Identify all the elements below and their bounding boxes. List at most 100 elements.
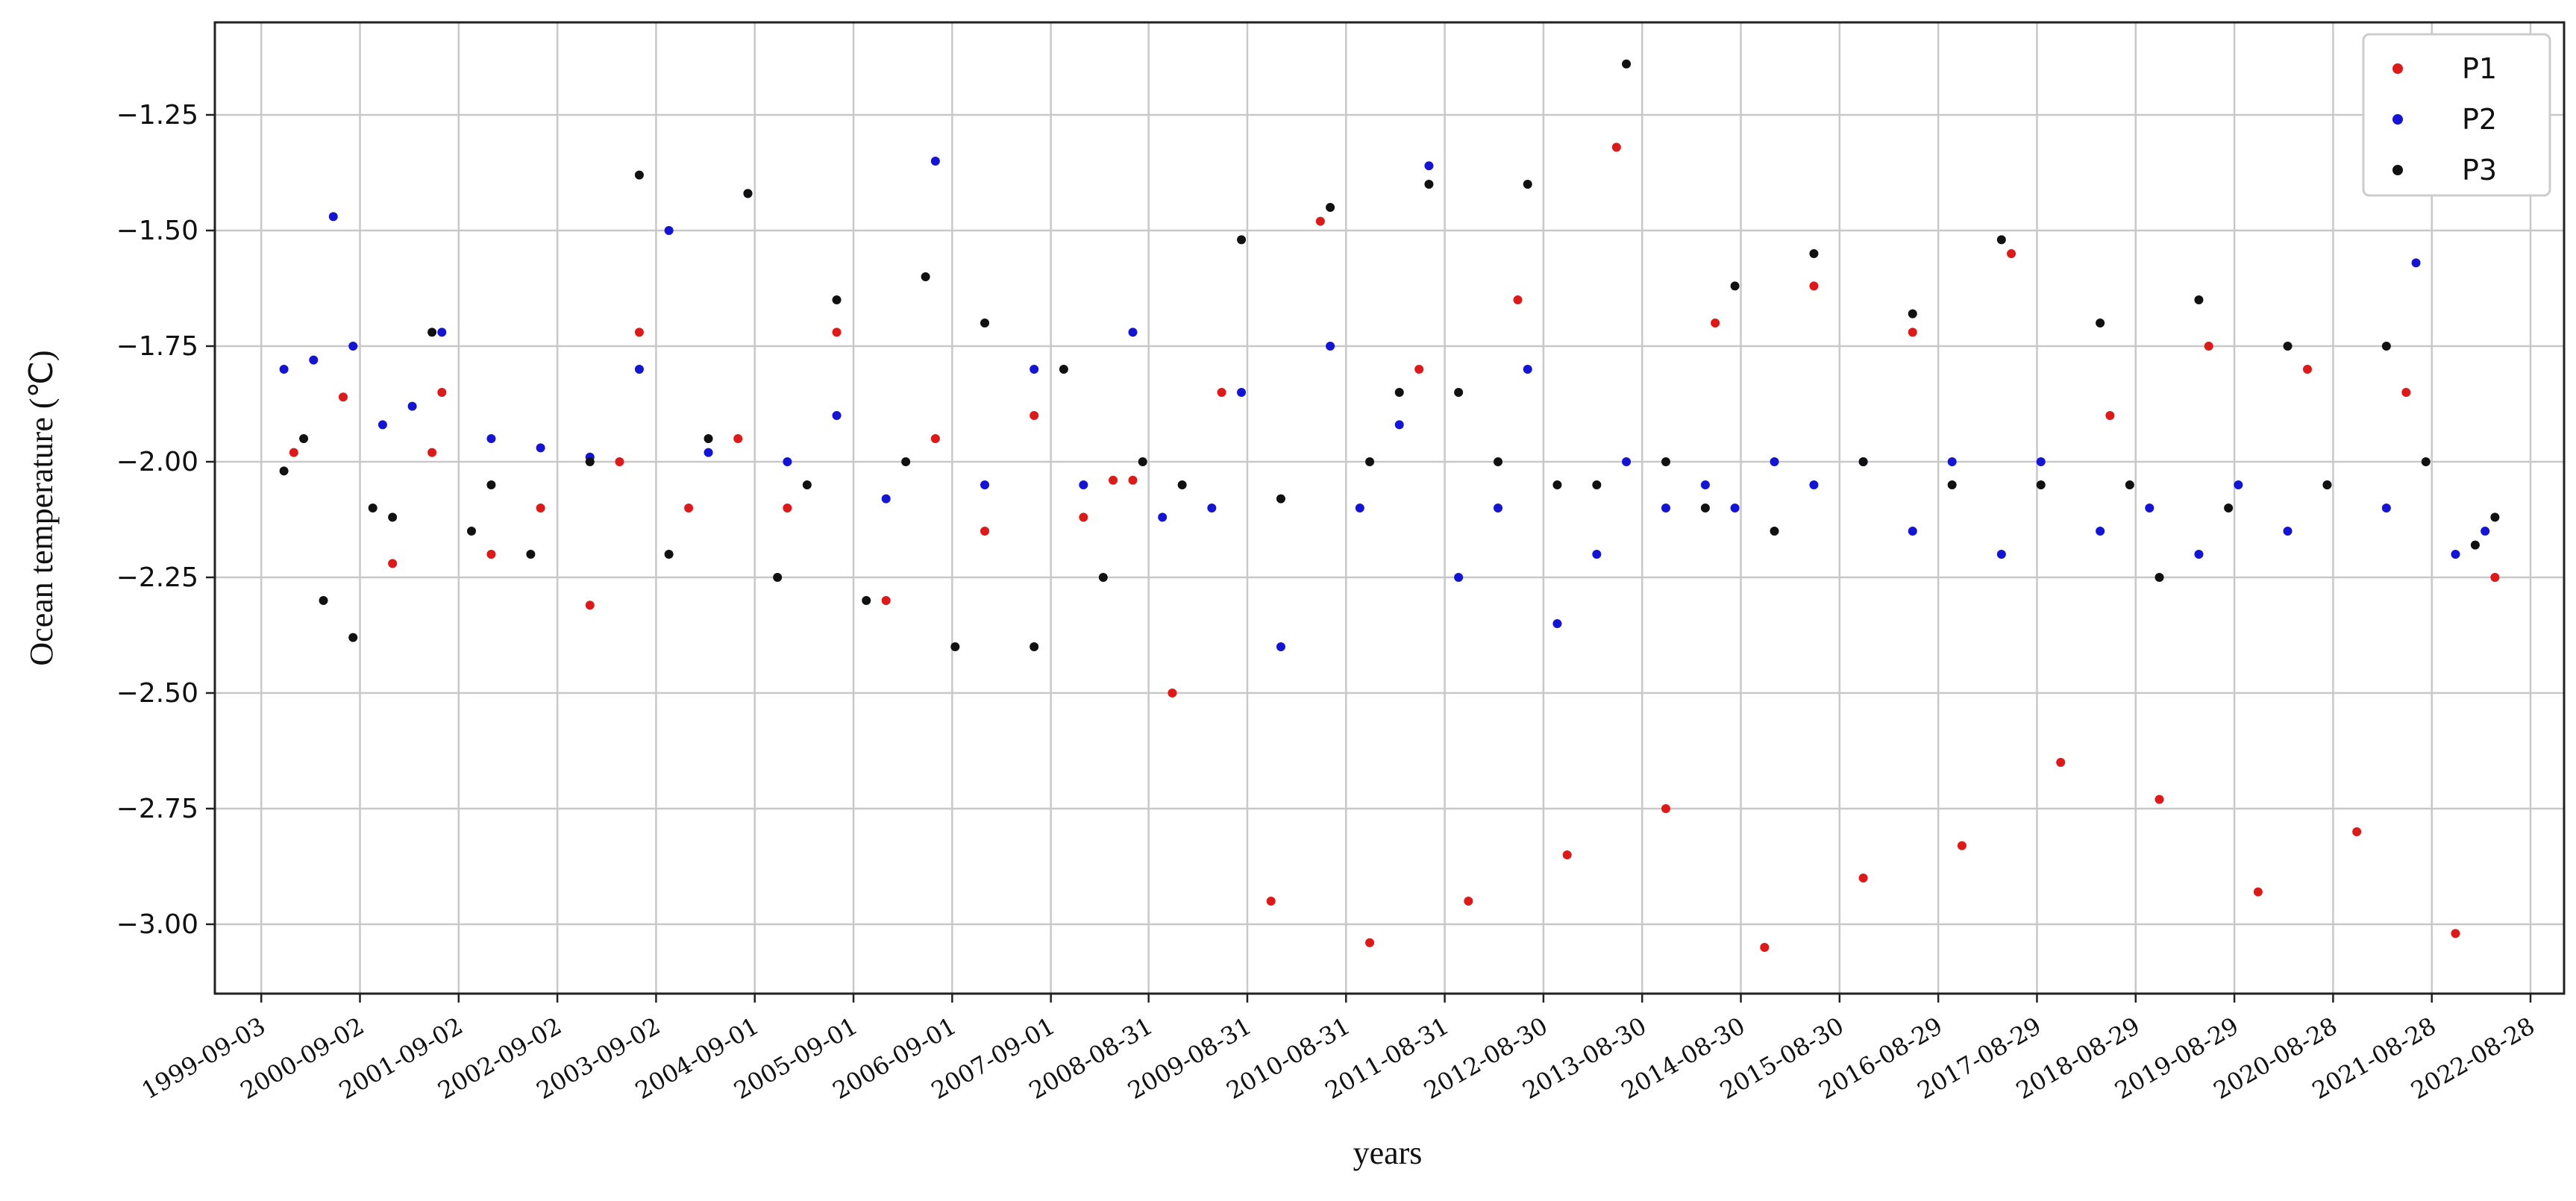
data-point-p3: [2154, 573, 2164, 582]
data-point-p1: [832, 327, 842, 337]
y-tick-label: −1.75: [116, 331, 198, 362]
data-point-p2: [1207, 504, 1217, 512]
data-point-p2: [2145, 504, 2154, 512]
data-point-p1: [2056, 758, 2066, 767]
data-point-p3: [1700, 504, 1710, 512]
legend-frame: [2362, 33, 2551, 197]
data-point-p3: [832, 295, 842, 304]
data-point-p2: [536, 443, 545, 453]
data-point-p3: [1730, 281, 1740, 291]
legend-marker-p1: [2392, 63, 2403, 74]
data-point-p3: [2125, 480, 2134, 489]
y-tick-label: −2.75: [116, 794, 198, 824]
legend-marker-p2: [2392, 114, 2403, 125]
data-point-p3: [2096, 319, 2105, 327]
data-point-p2: [1128, 327, 1138, 337]
data-point-p3: [773, 573, 783, 582]
data-point-p2: [1079, 480, 1088, 489]
series-p3: [279, 59, 2500, 651]
data-point-p2: [1809, 480, 1819, 489]
data-point-p2: [1592, 550, 1602, 559]
data-point-p3: [1030, 642, 1039, 651]
data-point-p3: [1661, 457, 1670, 466]
data-point-p2: [1030, 365, 1039, 374]
legend: P1 P2 P3: [2362, 33, 2551, 197]
data-point-p2: [1494, 504, 1503, 512]
data-point-p1: [2007, 249, 2016, 258]
data-point-p3: [1177, 480, 1187, 489]
data-point-p3: [2490, 512, 2500, 522]
data-point-p3: [1947, 480, 1957, 489]
data-point-p3: [2381, 342, 2391, 351]
data-point-p3: [348, 633, 358, 642]
data-point-p3: [1098, 573, 1108, 582]
data-point-p2: [1908, 527, 1917, 536]
data-point-p1: [634, 327, 644, 337]
y-tick-label: −3.00: [116, 909, 198, 940]
data-point-p3: [2283, 342, 2293, 351]
legend-label-p3: P3: [2462, 154, 2497, 186]
data-point-p3: [1237, 235, 1247, 245]
data-point-p2: [1523, 365, 1532, 374]
data-point-p2: [1770, 457, 1779, 466]
data-point-p2: [1661, 504, 1670, 512]
data-point-p1: [1464, 897, 1473, 906]
data-point-p1: [1661, 804, 1670, 813]
data-points: [279, 59, 2500, 952]
data-point-p3: [388, 512, 398, 522]
data-point-p1: [1168, 689, 1177, 697]
data-point-p3: [319, 596, 328, 605]
data-point-p2: [634, 365, 644, 374]
data-point-p1: [615, 457, 624, 466]
data-point-p2: [2036, 457, 2046, 466]
data-point-p1: [437, 388, 447, 397]
data-point-p1: [2352, 827, 2362, 836]
data-point-p3: [950, 642, 960, 651]
data-point-p3: [1454, 388, 1464, 397]
data-point-p3: [2322, 480, 2332, 489]
data-point-p1: [339, 392, 348, 402]
data-point-p1: [1365, 938, 1375, 947]
data-point-p2: [1730, 504, 1740, 512]
y-axis-title: Ocean temperature (℃): [23, 350, 60, 665]
data-point-p2: [980, 480, 990, 489]
data-point-p3: [1138, 457, 1147, 466]
data-point-p1: [1128, 475, 1138, 485]
data-point-p3: [585, 457, 595, 466]
data-point-p1: [1957, 841, 1967, 850]
series-p1: [289, 142, 2500, 952]
data-point-p2: [437, 327, 447, 337]
data-point-p1: [1562, 850, 1572, 859]
data-point-p3: [1276, 494, 1285, 504]
data-point-p2: [2411, 258, 2421, 268]
y-axis-ticks: −3.00 −2.75 −2.50 −2.25 −2.00 −1.75 −1.50 −1.25: [116, 100, 215, 940]
data-point-p2: [1355, 504, 1364, 512]
data-point-p1: [2105, 411, 2115, 420]
data-point-p2: [2451, 550, 2460, 559]
data-point-p3: [2421, 457, 2431, 466]
data-point-p2: [703, 448, 713, 457]
data-point-p3: [802, 480, 812, 489]
data-point-p2: [1947, 457, 1957, 466]
data-point-p3: [862, 596, 871, 605]
data-point-p3: [1523, 180, 1532, 189]
data-point-p3: [1770, 527, 1779, 536]
data-point-p1: [585, 600, 595, 610]
data-point-p3: [2036, 480, 2046, 489]
data-point-p1: [388, 559, 398, 568]
data-point-p1: [733, 434, 743, 443]
data-point-p1: [1030, 411, 1039, 420]
data-point-p1: [1611, 142, 1621, 152]
data-point-p3: [1424, 180, 1434, 189]
data-point-p2: [930, 157, 940, 166]
data-point-p3: [743, 189, 753, 198]
data-point-p2: [407, 401, 417, 411]
data-point-p2: [279, 365, 289, 374]
data-point-p1: [536, 504, 545, 512]
data-point-p2: [2481, 527, 2490, 536]
data-point-p2: [2381, 504, 2391, 512]
data-point-p3: [2224, 504, 2234, 512]
data-point-p3: [467, 527, 477, 536]
data-point-p3: [279, 466, 289, 476]
